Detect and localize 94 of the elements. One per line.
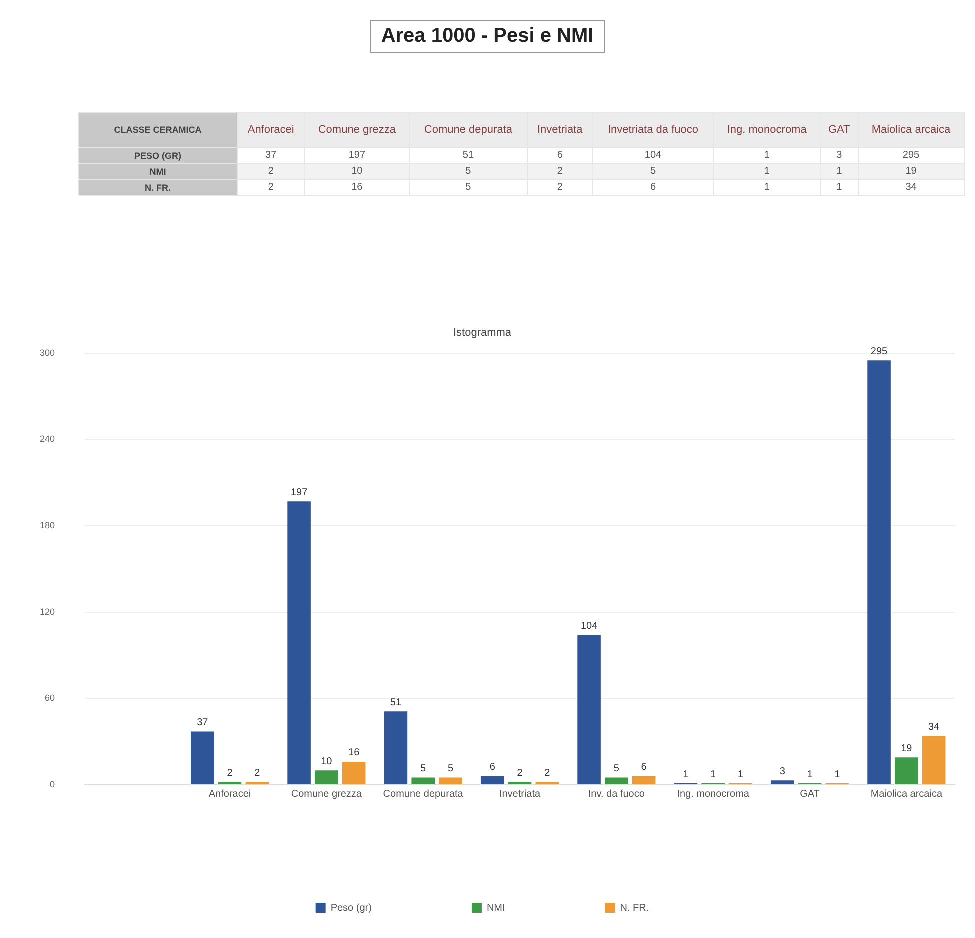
series-label: NMI	[78, 164, 238, 180]
data-label: 2	[238, 164, 305, 180]
data-label: 197	[290, 487, 308, 498]
data-label: 1	[820, 180, 858, 196]
category-label: Comune depurata	[410, 112, 528, 148]
x-tick-label: Comune depurata	[383, 788, 464, 800]
category-label: Comune grezza	[304, 112, 410, 148]
data-label: 1	[710, 769, 717, 780]
data-label: 19	[901, 743, 913, 754]
category-label: Invetriata da fuoco	[592, 112, 714, 148]
bar	[288, 502, 311, 784]
x-tick-label: Ing. monocroma	[677, 788, 750, 800]
data-label: 6	[490, 762, 496, 774]
data-label: 1	[714, 180, 821, 196]
x-tick-label: Invetriata	[499, 788, 542, 800]
data-label: 34	[858, 180, 964, 196]
bar	[922, 736, 946, 784]
bar	[342, 762, 366, 784]
x-tick-label: Comune grezza	[291, 788, 362, 800]
bar	[868, 360, 891, 784]
bar	[384, 712, 408, 784]
data-label: 2	[238, 180, 305, 196]
data-label: 2	[227, 768, 234, 779]
data-label: 6	[641, 762, 648, 774]
data-label: 5	[592, 164, 714, 180]
bar	[895, 758, 918, 784]
category-label: GAT	[820, 112, 858, 148]
bar	[578, 635, 601, 784]
data-label: 6	[527, 148, 593, 164]
category-label: Anforacei	[238, 112, 305, 148]
y-tick-label: 0	[50, 779, 56, 790]
bar	[605, 778, 628, 784]
x-tick-label: Inv. da fuoco	[588, 788, 646, 800]
bar	[770, 780, 794, 784]
data-label: 1	[738, 769, 744, 780]
y-tick-label: 240	[40, 434, 56, 444]
y-tick-label: 120	[40, 606, 56, 617]
bar	[412, 778, 435, 784]
data-label: 2	[544, 768, 551, 779]
legend-label: N. FR.	[620, 902, 650, 914]
data-label: 295	[858, 148, 964, 164]
data-label: 10	[321, 756, 333, 768]
bar	[632, 776, 656, 784]
data-label: 1	[820, 164, 858, 180]
data-label: 16	[348, 748, 360, 759]
data-label: 1	[714, 148, 821, 164]
data-label: 51	[410, 148, 528, 164]
data-label: 1	[834, 769, 841, 780]
bar	[190, 732, 214, 784]
data-label: 5	[410, 164, 528, 180]
bar	[480, 776, 504, 784]
y-tick-label: 180	[40, 520, 56, 531]
category-label: Maiolica arcaica	[858, 112, 964, 148]
data-label: 5	[614, 764, 620, 775]
bar	[439, 778, 462, 784]
data-label: 1	[683, 769, 690, 780]
series-label: PESO (GR)	[78, 148, 238, 164]
data-label: 2	[254, 768, 261, 779]
text: CLASSE CERAMICA	[78, 112, 238, 148]
legend-label: NMI	[486, 902, 506, 914]
data-label: 295	[870, 346, 888, 358]
data-label: 1	[807, 769, 814, 780]
category-label: Invetriata	[527, 112, 593, 148]
text: Area 1000 - Pesi e NMI	[370, 20, 605, 53]
data-label: 1	[714, 164, 821, 180]
data-label: 2	[517, 768, 524, 779]
data-label: 6	[592, 180, 714, 196]
data-label: 5	[448, 764, 454, 775]
data-label: 37	[238, 148, 305, 164]
data-label: 5	[410, 180, 528, 196]
data-label: 19	[858, 164, 964, 180]
data-label: 10	[304, 164, 410, 180]
data-label: 5	[420, 764, 427, 775]
category-label: Ing. monocroma	[714, 112, 821, 148]
data-label: 16	[304, 180, 410, 196]
data-label: 37	[197, 718, 209, 729]
data-label: 51	[390, 697, 402, 708]
y-tick-label: 300	[40, 348, 56, 358]
bar	[315, 770, 338, 784]
series-label: N. FR.	[78, 180, 238, 196]
data-label: 34	[928, 722, 940, 733]
data-label: 3	[820, 148, 858, 164]
chart-title: Istogramma	[453, 326, 512, 339]
x-tick-label: Anforacei	[208, 788, 252, 800]
data-label: 3	[780, 766, 786, 778]
data-label: 197	[304, 148, 410, 164]
data-label: 104	[580, 621, 598, 632]
legend-label: Peso (gr)	[330, 902, 372, 914]
data-label: 2	[527, 180, 593, 196]
data-label: 2	[527, 164, 593, 180]
x-tick-label: GAT	[800, 788, 820, 800]
x-tick-label: Maiolica arcaica	[870, 788, 943, 800]
y-tick-label: 60	[45, 693, 56, 704]
data-label: 104	[592, 148, 714, 164]
